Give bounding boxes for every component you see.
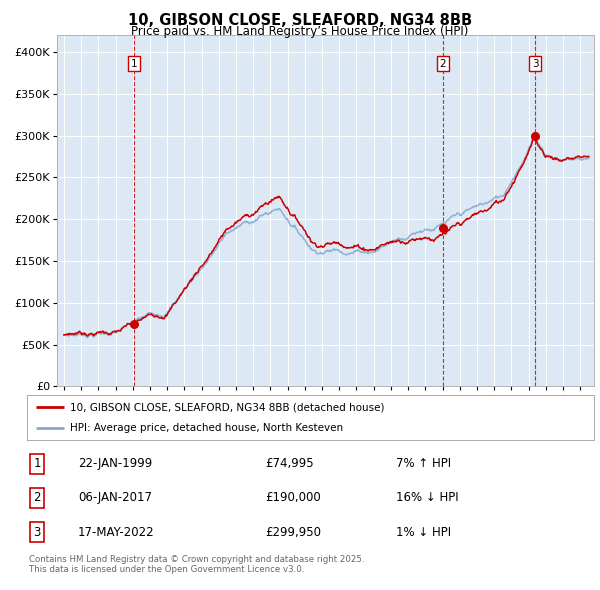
Text: £190,000: £190,000 (265, 491, 321, 504)
Text: 10, GIBSON CLOSE, SLEAFORD, NG34 8BB (detached house): 10, GIBSON CLOSE, SLEAFORD, NG34 8BB (de… (70, 402, 384, 412)
Text: HPI: Average price, detached house, North Kesteven: HPI: Average price, detached house, Nort… (70, 422, 343, 432)
Text: 1% ↓ HPI: 1% ↓ HPI (395, 526, 451, 539)
Text: 2: 2 (34, 491, 41, 504)
Text: Contains HM Land Registry data © Crown copyright and database right 2025.
This d: Contains HM Land Registry data © Crown c… (29, 555, 364, 574)
Text: 1: 1 (34, 457, 41, 470)
Text: Price paid vs. HM Land Registry’s House Price Index (HPI): Price paid vs. HM Land Registry’s House … (131, 25, 469, 38)
Text: £74,995: £74,995 (265, 457, 314, 470)
Text: 7% ↑ HPI: 7% ↑ HPI (395, 457, 451, 470)
Text: 17-MAY-2022: 17-MAY-2022 (78, 526, 155, 539)
Text: 3: 3 (34, 526, 41, 539)
Text: 16% ↓ HPI: 16% ↓ HPI (395, 491, 458, 504)
Text: 22-JAN-1999: 22-JAN-1999 (78, 457, 152, 470)
Text: 06-JAN-2017: 06-JAN-2017 (78, 491, 152, 504)
Text: 1: 1 (130, 59, 137, 69)
Text: 10, GIBSON CLOSE, SLEAFORD, NG34 8BB: 10, GIBSON CLOSE, SLEAFORD, NG34 8BB (128, 13, 472, 28)
Text: 3: 3 (532, 59, 538, 69)
Text: £299,950: £299,950 (265, 526, 321, 539)
Text: 2: 2 (440, 59, 446, 69)
